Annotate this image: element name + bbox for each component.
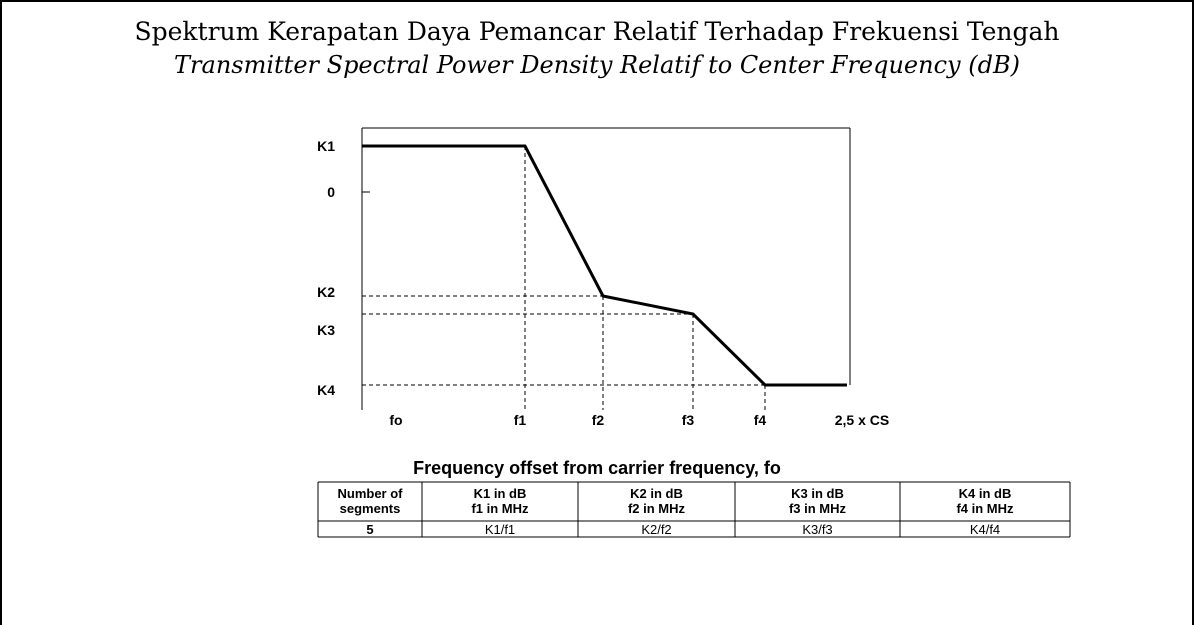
caption: Frequency offset from carrier frequency,… (413, 458, 781, 478)
header-cell: f2 in MHz (628, 501, 686, 516)
header-cell: K4 in dB (959, 486, 1012, 501)
x-label: f2 (592, 412, 605, 428)
header-cell: segments (340, 501, 401, 516)
y-label: K3 (317, 322, 335, 338)
table-cell: 5 (366, 522, 373, 537)
x-label: f3 (682, 412, 695, 428)
y-label: 0 (327, 184, 335, 200)
labels: K1 0 K2 K3 K4 fo f1 f2 f3 f4 2,5 x CS (317, 138, 889, 428)
y-label: K1 (317, 138, 335, 154)
header-cell: Number of (338, 486, 404, 501)
diagram (361, 127, 851, 410)
header-cell: f3 in MHz (789, 501, 847, 516)
table-cell: K3/f3 (802, 522, 832, 537)
x-label: fo (389, 412, 402, 428)
x-label: 2,5 x CS (835, 412, 889, 428)
y-label: K4 (317, 382, 335, 398)
x-label: f4 (754, 412, 767, 428)
subtitle: Transmitter Spectral Power Density Relat… (174, 51, 1020, 79)
header-cell: f4 in MHz (956, 501, 1014, 516)
header-cell: f1 in MHz (471, 501, 529, 516)
y-label: K2 (317, 284, 335, 300)
header-cell: K1 in dB (474, 486, 527, 501)
x-label: f1 (514, 412, 527, 428)
table-cell: K1/f1 (485, 522, 515, 537)
table-cell: K4/f4 (970, 522, 1000, 537)
mask-line (362, 144, 847, 387)
table-cell: K2/f2 (641, 522, 671, 537)
guides (362, 146, 766, 410)
header-cell: K2 in dB (630, 486, 683, 501)
header-cell: K3 in dB (791, 486, 844, 501)
title: Spektrum Kerapatan Daya Pemancar Relatif… (134, 17, 1059, 46)
